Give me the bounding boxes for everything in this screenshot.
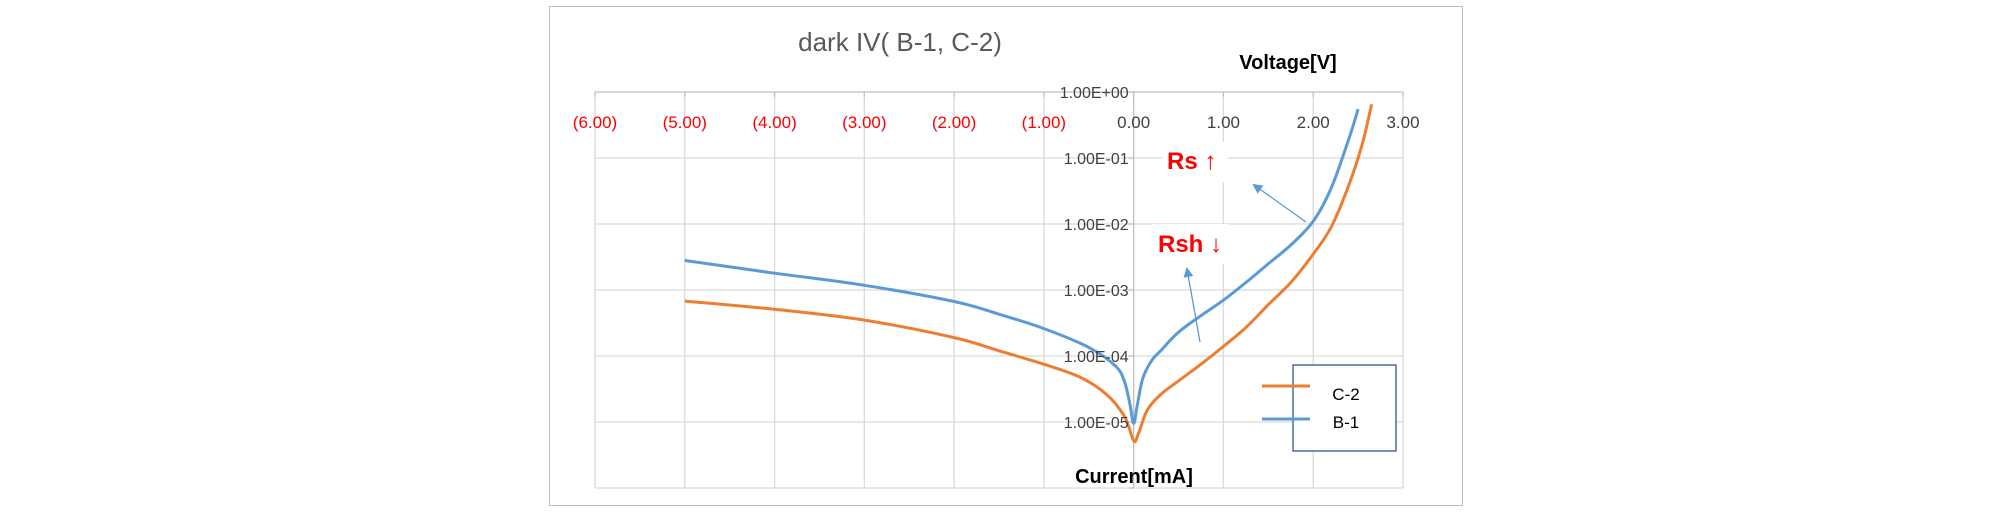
x-axis-title: Voltage[V] — [1239, 52, 1336, 74]
x-tick-label: 1.00 — [1207, 113, 1240, 132]
series-lines — [684, 103, 1374, 444]
y-tick-label: 1.00E-02 — [1064, 217, 1129, 234]
legend-label-c2: C-2 — [1332, 385, 1359, 404]
series-line-b-1 — [684, 108, 1360, 425]
legend-label-b1: B-1 — [1333, 413, 1359, 432]
annotation-rsh: Rsh ↓ — [1158, 231, 1222, 258]
y-tick-label: 1.00E-01 — [1064, 151, 1129, 168]
chart-title: dark IV( B-1, C-2) — [798, 27, 1002, 57]
x-tick-label: (1.00) — [1022, 113, 1066, 132]
y-tick-label: 1.00E-03 — [1064, 283, 1129, 300]
x-tick-label: (5.00) — [663, 113, 707, 132]
x-tick-label: (6.00) — [573, 113, 617, 132]
dark-iv-chart: Rs ↑ Rsh ↓ (6.00) (5.00) (4.00) (3.00) (2.00)… — [573, 27, 1420, 489]
chart-frame: Rs ↑ Rsh ↓ (6.00) (5.00) (4.00) (3.00) (2.00)… — [549, 6, 1463, 506]
series-line-c-2 — [684, 103, 1374, 444]
y-tick-label: 1.00E-05 — [1064, 415, 1129, 432]
legend: C-2 B-1 — [1262, 364, 1397, 452]
x-tick-label: (3.00) — [842, 113, 886, 132]
grid — [594, 92, 1404, 489]
annotation-rs: Rs ↑ — [1167, 148, 1216, 175]
annotation-background-rs — [1162, 142, 1228, 182]
x-tick-label: (2.00) — [932, 113, 976, 132]
y-tick-label: 1.00E+00 — [1060, 85, 1129, 102]
y-tick-label: 1.00E-04 — [1064, 349, 1129, 366]
annotation-background-rsh — [1153, 224, 1228, 264]
x-tick-label: (4.00) — [752, 113, 796, 132]
labels: (6.00) (5.00) (4.00) (3.00) (2.00) (1.00) 0.00… — [573, 85, 1420, 432]
x-tick-label: 3.00 — [1386, 113, 1419, 132]
x-tick-label: 0.00 — [1117, 113, 1150, 132]
legend-box — [1292, 364, 1397, 452]
arrow-rsh — [1183, 267, 1201, 343]
arrow-rs — [1252, 183, 1307, 223]
y-axis-title: Current[mA] — [1075, 466, 1193, 488]
annotations: Rs ↑ Rsh ↓ — [1153, 142, 1307, 343]
x-tick-label: 2.00 — [1297, 113, 1330, 132]
